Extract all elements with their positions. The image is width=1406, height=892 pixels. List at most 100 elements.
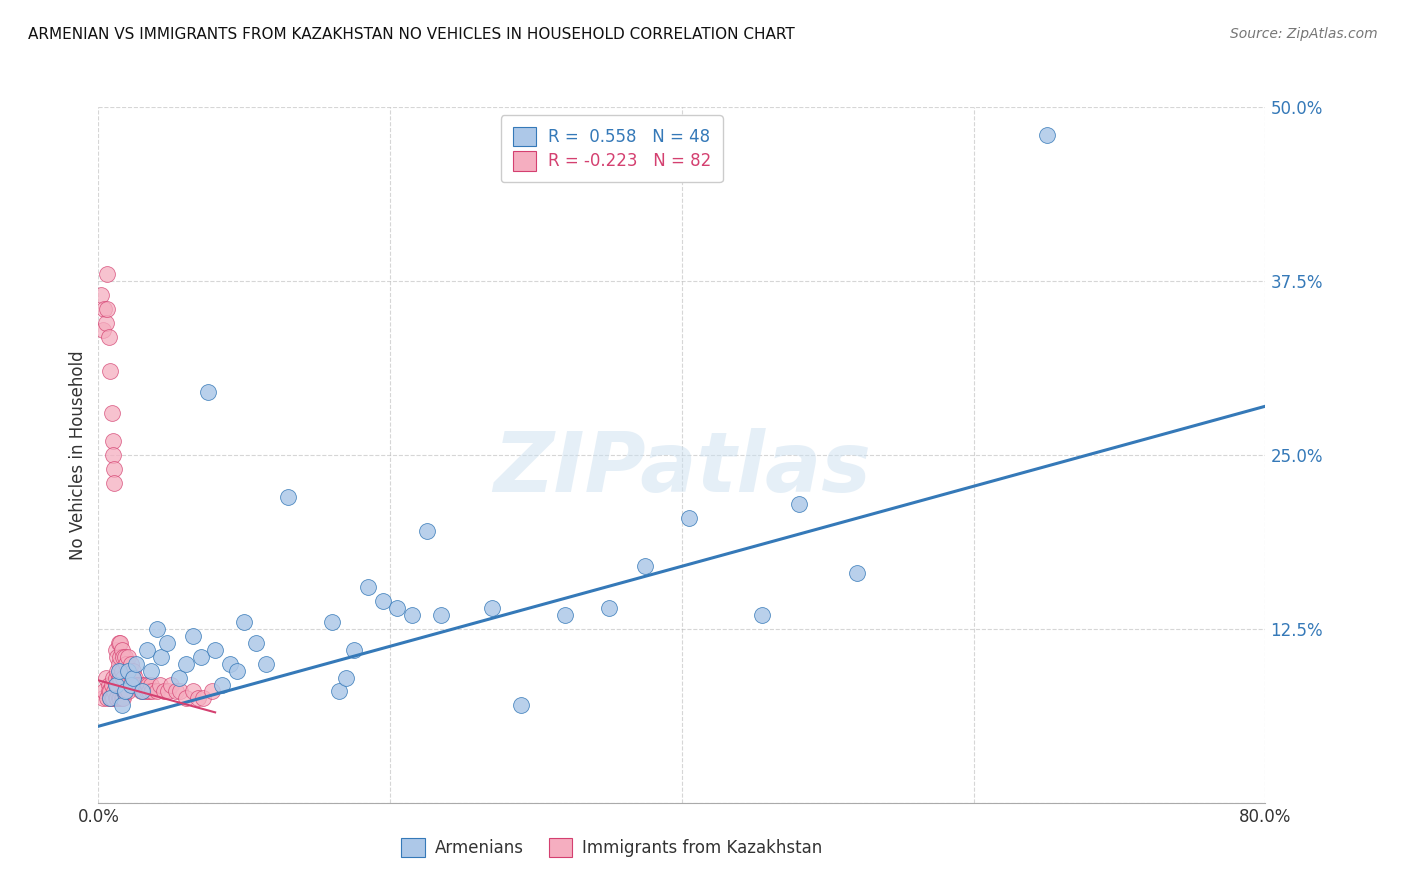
Point — [94, 316, 117, 330]
Point — [111, 698, 134, 713]
Point — [125, 657, 148, 671]
Point — [141, 684, 163, 698]
Point — [197, 385, 219, 400]
Point — [104, 691, 127, 706]
Point — [104, 642, 127, 657]
Point — [174, 657, 197, 671]
Point — [97, 677, 120, 691]
Point — [211, 677, 233, 691]
Point — [160, 677, 183, 691]
Point — [114, 649, 136, 664]
Point — [101, 434, 124, 448]
Point — [146, 684, 169, 698]
Point — [97, 329, 120, 343]
Point — [101, 448, 124, 462]
Point — [277, 490, 299, 504]
Point — [110, 691, 132, 706]
Point — [108, 664, 131, 678]
Point — [125, 677, 148, 691]
Point — [103, 684, 125, 698]
Point — [111, 691, 134, 706]
Point — [110, 671, 132, 685]
Point — [415, 524, 437, 539]
Point — [321, 615, 343, 629]
Point — [187, 691, 209, 706]
Point — [108, 691, 131, 706]
Point — [120, 657, 142, 671]
Point — [121, 671, 143, 685]
Point — [110, 636, 132, 650]
Point — [430, 607, 453, 622]
Point — [94, 671, 117, 685]
Point — [100, 691, 122, 706]
Text: Source: ZipAtlas.com: Source: ZipAtlas.com — [1230, 27, 1378, 41]
Point — [128, 677, 150, 691]
Point — [131, 677, 153, 691]
Point — [135, 642, 157, 657]
Point — [104, 671, 127, 685]
Point — [156, 636, 179, 650]
Point — [122, 664, 145, 678]
Point — [129, 684, 152, 698]
Point — [401, 607, 423, 622]
Point — [105, 664, 128, 678]
Point — [150, 649, 173, 664]
Point — [146, 622, 169, 636]
Point — [169, 684, 191, 698]
Point — [108, 671, 131, 685]
Point — [91, 691, 114, 706]
Point — [97, 684, 120, 698]
Point — [114, 684, 136, 698]
Point — [132, 684, 155, 698]
Point — [108, 636, 131, 650]
Point — [105, 691, 128, 706]
Point — [111, 642, 134, 657]
Point — [104, 677, 127, 691]
Point — [112, 691, 135, 706]
Point — [153, 684, 176, 698]
Point — [110, 649, 132, 664]
Point — [105, 649, 128, 664]
Point — [91, 323, 114, 337]
Point — [112, 671, 135, 685]
Point — [115, 684, 138, 698]
Point — [96, 301, 118, 316]
Point — [118, 664, 141, 678]
Point — [371, 594, 394, 608]
Point — [254, 657, 277, 671]
Point — [100, 677, 122, 691]
Point — [787, 497, 810, 511]
Point — [138, 684, 160, 698]
Y-axis label: No Vehicles in Household: No Vehicles in Household — [69, 350, 87, 560]
Point — [678, 510, 700, 524]
Point — [165, 684, 187, 698]
Point — [387, 601, 409, 615]
Point — [174, 691, 197, 706]
Point — [93, 301, 115, 316]
Point — [115, 657, 138, 671]
Point — [96, 691, 118, 706]
Text: ARMENIAN VS IMMIGRANTS FROM KAZAKHSTAN NO VEHICLES IN HOUSEHOLD CORRELATION CHAR: ARMENIAN VS IMMIGRANTS FROM KAZAKHSTAN N… — [28, 27, 794, 42]
Point — [122, 671, 145, 685]
Point — [357, 580, 380, 594]
Text: ZIPatlas: ZIPatlas — [494, 428, 870, 509]
Point — [204, 642, 226, 657]
Point — [233, 615, 256, 629]
Point — [98, 684, 121, 698]
Point — [190, 649, 212, 664]
Point — [554, 607, 576, 622]
Point — [112, 649, 135, 664]
Point — [226, 664, 249, 678]
Point — [90, 288, 112, 302]
Point — [108, 657, 131, 671]
Point — [167, 671, 190, 685]
Point — [598, 601, 620, 615]
Point — [181, 684, 204, 698]
Point — [101, 671, 124, 685]
Point — [136, 677, 159, 691]
Point — [98, 364, 121, 378]
Point — [510, 698, 533, 713]
Point — [157, 684, 180, 698]
Point — [1035, 128, 1057, 142]
Point — [103, 475, 125, 490]
